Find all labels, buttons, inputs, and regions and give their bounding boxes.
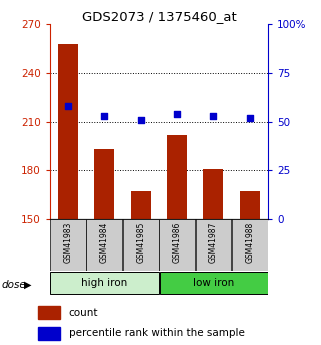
Text: high iron: high iron: [81, 278, 127, 288]
Text: GSM41988: GSM41988: [245, 222, 254, 263]
Text: dose: dose: [2, 280, 26, 289]
Text: GSM41983: GSM41983: [64, 222, 73, 263]
Point: [247, 115, 252, 120]
Bar: [131, 191, 151, 219]
Bar: [94, 149, 114, 219]
Text: GSM41986: GSM41986: [173, 222, 182, 263]
Bar: [50, 219, 86, 271]
Bar: [50, 272, 159, 294]
Text: ▶: ▶: [24, 280, 31, 289]
Bar: [38, 327, 60, 339]
Bar: [204, 169, 223, 219]
Bar: [240, 191, 260, 219]
Bar: [159, 219, 195, 271]
Bar: [123, 219, 159, 271]
Bar: [232, 219, 268, 271]
Text: GSM41985: GSM41985: [136, 222, 145, 263]
Bar: [86, 219, 122, 271]
Bar: [160, 272, 268, 294]
Point: [175, 111, 180, 117]
Text: percentile rank within the sample: percentile rank within the sample: [69, 328, 245, 338]
Point: [138, 117, 143, 122]
Text: low iron: low iron: [193, 278, 234, 288]
Bar: [38, 306, 60, 319]
Text: count: count: [69, 308, 98, 318]
Point: [102, 113, 107, 119]
Bar: [58, 44, 78, 219]
Title: GDS2073 / 1375460_at: GDS2073 / 1375460_at: [82, 10, 236, 23]
Point: [65, 103, 71, 109]
Point: [211, 113, 216, 119]
Text: GSM41984: GSM41984: [100, 222, 109, 263]
Bar: [167, 135, 187, 219]
Text: GSM41987: GSM41987: [209, 222, 218, 263]
Bar: [195, 219, 231, 271]
